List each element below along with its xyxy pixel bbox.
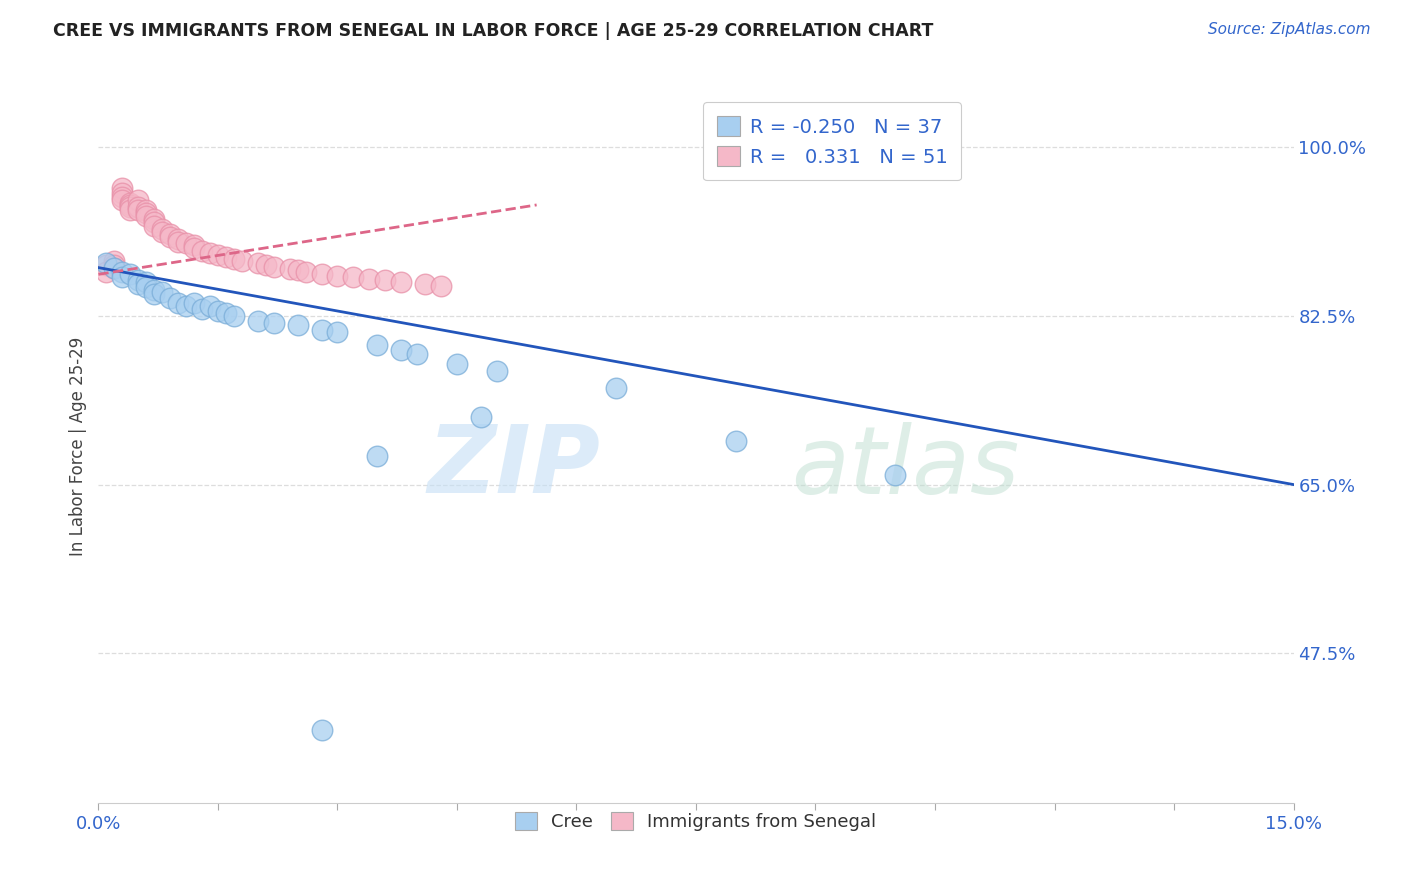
Point [359, 272, 381, 286]
Point [263, 316, 285, 330]
Point [342, 270, 364, 285]
Point [366, 337, 388, 351]
Point [111, 265, 134, 279]
Point [159, 227, 181, 241]
Point [222, 252, 245, 266]
Point [430, 279, 453, 293]
Point [183, 241, 205, 255]
Point [174, 299, 197, 313]
Point [143, 286, 166, 301]
Point [150, 222, 173, 236]
Point [96, 256, 118, 270]
Point [120, 202, 142, 217]
Point [198, 299, 221, 313]
Point [311, 723, 333, 738]
Point [111, 186, 134, 201]
Point [183, 238, 205, 252]
Point [103, 260, 125, 275]
Point [103, 258, 125, 272]
Point [254, 258, 277, 272]
Point [207, 304, 229, 318]
Point [485, 364, 508, 378]
Point [135, 205, 157, 219]
Point [111, 180, 134, 194]
Point [366, 449, 388, 463]
Point [167, 296, 190, 310]
Point [111, 270, 134, 285]
Point [159, 229, 181, 244]
Point [174, 236, 197, 251]
Point [198, 246, 221, 260]
Point [215, 306, 238, 320]
Point [263, 260, 285, 274]
Point [120, 268, 142, 282]
Point [191, 244, 214, 259]
Text: ZIP: ZIP [427, 421, 600, 514]
Point [406, 347, 429, 361]
Point [111, 190, 134, 204]
Point [446, 357, 468, 371]
Point [143, 283, 166, 297]
Point [215, 250, 238, 264]
Point [207, 248, 229, 262]
Point [120, 198, 142, 212]
Point [246, 256, 269, 270]
Point [183, 296, 205, 310]
Point [150, 225, 173, 239]
Point [724, 434, 747, 449]
Point [135, 202, 157, 217]
Point [120, 196, 142, 211]
Point [605, 381, 627, 395]
Point [413, 277, 436, 291]
Point [311, 323, 333, 337]
Point [294, 265, 316, 279]
Point [374, 273, 396, 287]
Point [389, 343, 412, 357]
Point [135, 275, 157, 289]
Point [127, 200, 149, 214]
Text: CREE VS IMMIGRANTS FROM SENEGAL IN LABOR FORCE | AGE 25-29 CORRELATION CHART: CREE VS IMMIGRANTS FROM SENEGAL IN LABOR… [53, 22, 934, 40]
Point [167, 232, 190, 246]
Point [884, 467, 907, 482]
Point [103, 260, 125, 275]
Point [287, 263, 309, 277]
Point [311, 268, 333, 282]
Point [470, 410, 492, 425]
Point [127, 193, 149, 207]
Point [111, 193, 134, 207]
Point [96, 258, 118, 272]
Point [120, 200, 142, 214]
Point [103, 253, 125, 268]
Point [287, 318, 309, 333]
Point [159, 292, 181, 306]
Point [389, 275, 412, 289]
Point [135, 210, 157, 224]
Point [127, 202, 149, 217]
Point [191, 301, 214, 316]
Point [326, 325, 349, 339]
Point [222, 309, 245, 323]
Point [96, 265, 118, 279]
Point [246, 313, 269, 327]
Y-axis label: In Labor Force | Age 25-29: In Labor Force | Age 25-29 [69, 336, 87, 556]
Text: atlas: atlas [792, 422, 1019, 513]
Point [143, 212, 166, 227]
Point [135, 280, 157, 294]
Point [127, 277, 149, 291]
Legend: Cree, Immigrants from Senegal: Cree, Immigrants from Senegal [506, 804, 886, 840]
Point [278, 261, 301, 276]
Point [231, 253, 253, 268]
Point [143, 215, 166, 229]
Point [167, 235, 190, 249]
Point [326, 269, 349, 284]
Text: Source: ZipAtlas.com: Source: ZipAtlas.com [1208, 22, 1371, 37]
Point [150, 285, 173, 299]
Point [143, 219, 166, 234]
Point [127, 273, 149, 287]
